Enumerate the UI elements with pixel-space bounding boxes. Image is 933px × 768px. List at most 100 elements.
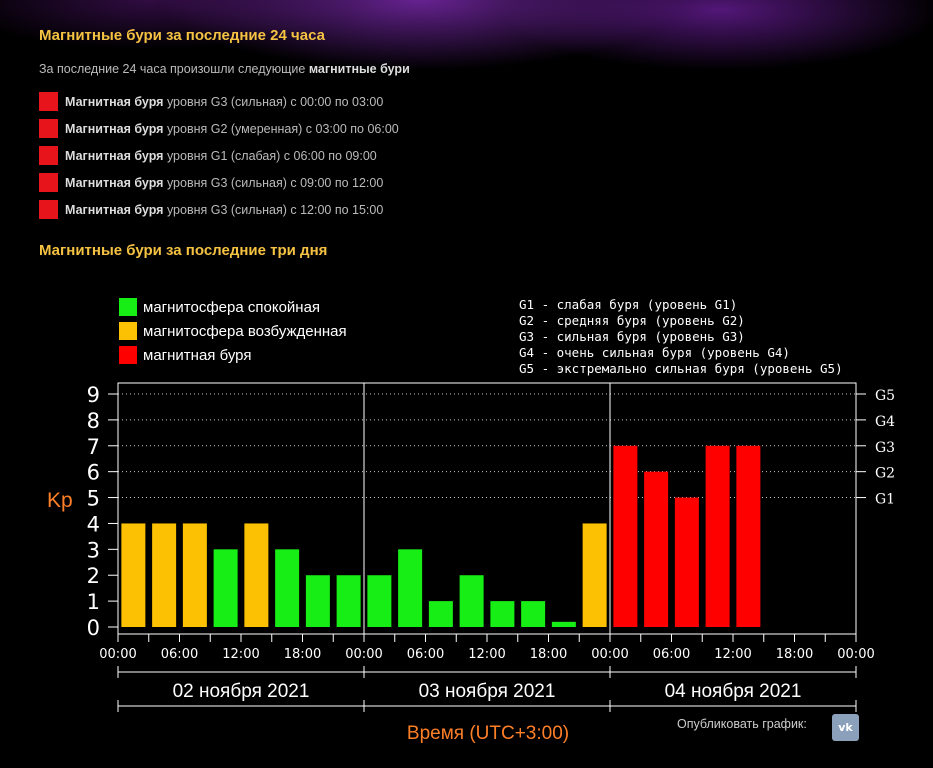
y-axis-label: Kp [47,489,73,512]
g-legend-item: G1 - слабая буря (уровень G1) [519,297,737,312]
storm-item: Магнитная буря уровня G1 (слабая) с 06:0… [39,142,399,169]
plot-frame [117,382,857,635]
kp-bar [398,549,423,627]
x-tick-label: 06:00 [161,647,198,662]
kp-bar [644,471,669,627]
day-label: 04 ноября 2021 [665,681,802,702]
kp-bar [736,445,761,627]
y-tick-label: 8 [87,409,100,433]
storm-text: Магнитная буря уровня G3 (сильная) с 12:… [65,203,383,217]
storm-marker [39,119,58,138]
x-tick-label: 06:00 [407,647,444,662]
storm-list: Магнитная буря уровня G3 (сильная) с 00:… [39,88,399,223]
kp-bar [121,523,146,627]
storm-desc: уровня G3 (сильная) с 09:00 по 12:00 [163,175,384,190]
kp-bar [428,601,453,627]
kp-bar [551,621,576,627]
day-label: 03 ноября 2021 [419,681,556,702]
storm-desc: уровня G3 (сильная) с 00:00 по 03:00 [163,94,384,109]
vk-share-button[interactable]: vk [832,714,859,741]
storm-marker [39,200,58,219]
storm-text: Магнитная буря уровня G1 (слабая) с 06:0… [65,149,377,163]
storm-text: Магнитная буря уровня G2 (умеренная) с 0… [65,122,399,136]
storm-marker [39,92,58,111]
y-tick-label: 0 [87,616,100,640]
storm-item: Магнитная буря уровня G3 (сильная) с 00:… [39,88,399,115]
kp-bar [213,549,238,627]
x-tick-label: 00:00 [345,647,382,662]
storm-item: Магнитная буря уровня G3 (сильная) с 09:… [39,169,399,196]
legend-label: магнитосфера спокойная [143,299,320,316]
publish-label: Опубликовать график: [677,717,807,731]
y-tick-label: 6 [87,461,100,485]
intro-bold: магнитные бури [308,62,410,76]
kp-chart: магнитосфера спокойная магнитосфера возбу… [47,297,895,744]
g-tick-label: G4 [875,414,895,430]
y-tick-label: 5 [87,487,100,511]
kp-bar [244,523,269,627]
g-tick-label: G3 [875,440,895,456]
legend-label: магнитосфера возбужденная [143,323,347,340]
kp-bar [275,549,300,627]
kp-bar [459,575,484,627]
kp-bar [582,523,607,627]
x-tick-label: 18:00 [530,647,567,662]
kp-bar [305,575,330,627]
x-tick-label: 00:00 [591,647,628,662]
intro-text: За последние 24 часа произошли следующие… [39,62,410,76]
y-tick-label: 4 [87,512,100,536]
x-tick-label: 18:00 [776,647,813,662]
y-tick-label: 2 [87,564,100,588]
storm-bold: Магнитная буря [65,148,164,163]
x-tick-label: 12:00 [222,647,259,662]
y-tick-label: 1 [87,590,100,614]
x-tick-label: 12:00 [468,647,505,662]
y-tick-label: 7 [87,435,100,459]
day-label: 02 ноября 2021 [173,681,310,702]
x-tick-label: 06:00 [653,647,690,662]
storm-marker [39,173,58,192]
kp-bar [367,575,392,627]
kp-bar [182,523,207,627]
x-tick-label: 00:00 [837,647,874,662]
x-tick-label: 12:00 [714,647,751,662]
storm-marker [39,146,58,165]
x-tick-label: 18:00 [284,647,321,662]
g-legend-item: G2 - средняя буря (уровень G2) [519,313,745,328]
storm-bold: Магнитная буря [65,175,164,190]
kp-bar [336,575,361,627]
x-tick-label: 00:00 [99,647,136,662]
kp-bar [674,497,699,627]
legend-swatch [119,346,137,364]
g-legend-item: G3 - сильная буря (уровень G3) [519,329,745,344]
legend-swatch [119,298,137,316]
storm-item: Магнитная буря уровня G3 (сильная) с 12:… [39,196,399,223]
storm-bold: Магнитная буря [65,121,164,136]
storm-text: Магнитная буря уровня G3 (сильная) с 09:… [65,176,383,190]
storm-item: Магнитная буря уровня G2 (умеренная) с 0… [39,115,399,142]
intro-plain: За последние 24 часа произошли следующие [39,62,309,76]
storm-desc: уровня G2 (умеренная) с 03:00 по 06:00 [163,121,399,136]
storm-bold: Магнитная буря [65,94,164,109]
y-tick-label: 9 [87,383,100,407]
legend-label: магнитная буря [143,347,251,364]
vk-icon: vk [838,721,853,734]
g-legend-item: G4 - очень сильная буря (уровень G4) [519,345,790,360]
g-tick-label: G5 [875,388,895,404]
header-background [0,0,933,110]
title-24h: Магнитные бури за последние 24 часа [39,27,325,44]
y-tick-label: 3 [87,538,100,562]
storm-text: Магнитная буря уровня G3 (сильная) с 00:… [65,95,383,109]
kp-bar [152,523,177,627]
g-tick-label: G2 [875,466,895,482]
legend-swatch [119,322,137,340]
kp-bar [613,445,638,627]
g-legend-item: G5 - экстремально сильная буря (уровень … [519,361,843,376]
storm-desc: уровня G3 (сильная) с 12:00 по 15:00 [163,202,384,217]
kp-bar [705,445,730,627]
storm-desc: уровня G1 (слабая) с 06:00 по 09:00 [163,148,377,163]
kp-bar [521,601,546,627]
x-axis-label: Время (UTC+3:00) [407,723,569,744]
storm-bold: Магнитная буря [65,202,164,217]
